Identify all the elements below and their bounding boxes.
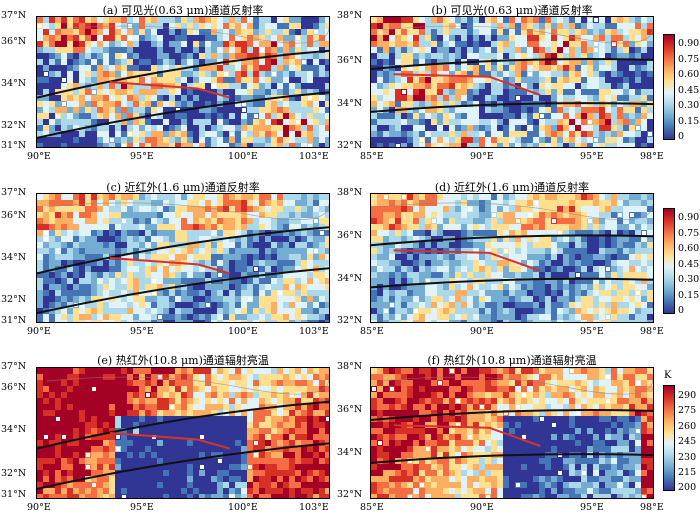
panel-a-lat-36: 36°N xyxy=(1,36,27,47)
panel-f-svg xyxy=(371,368,653,498)
colorbar-3-tick: 260 xyxy=(678,421,697,432)
colorbar-1-tick: 0.15 xyxy=(678,116,700,127)
panel-c-lat-32: 32°N xyxy=(1,294,27,305)
panel-f-lon-85: 85°E xyxy=(360,502,384,513)
panel-d-map xyxy=(370,193,654,323)
panel-b-lat-36: 36°N xyxy=(337,55,363,66)
panel-f-lat-32: 32°N xyxy=(337,489,363,500)
colorbar-1-tick: 0.45 xyxy=(678,85,700,96)
colorbar-3-tick: 230 xyxy=(678,452,697,463)
panel-b-lat-38: 38°N xyxy=(337,10,363,21)
colorbar-3 xyxy=(663,385,675,491)
panel-f-lat-34: 34°N xyxy=(337,447,363,458)
panel-e-lat-32: 32°N xyxy=(1,468,27,479)
panel-d-lon-95: 95°E xyxy=(580,326,604,337)
panel-a-lon-100: 100°E xyxy=(228,151,258,162)
colorbar-1-tick: 0 xyxy=(678,131,685,142)
panel-c-svg xyxy=(37,194,329,322)
panel-a-lat-37: 37°N xyxy=(1,10,27,21)
panel-f-lat-38: 38°N xyxy=(337,361,363,372)
colorbar-2-tick: 0.45 xyxy=(678,259,700,270)
panel-a-lon-95: 95°E xyxy=(130,151,154,162)
panel-e-lat-36: 36°N xyxy=(1,382,27,393)
panel-a-lat-31: 31°N xyxy=(1,140,27,151)
colorbar-2-tick: 0.90 xyxy=(678,212,700,223)
panel-c-lon-103: 103°E xyxy=(299,326,329,337)
colorbar-2-tick: 0 xyxy=(678,305,685,316)
colorbar-2 xyxy=(663,208,675,314)
panel-e-title: (e) 热红外(10.8 μm)通道辐射亮温 xyxy=(97,354,269,367)
panel-b-lon-90: 90°E xyxy=(470,151,494,162)
panel-c-lon-90: 90°E xyxy=(27,326,51,337)
panel-e-lon-103: 103°E xyxy=(299,502,329,513)
panel-f-title: (f) 热红外(10.8 μm)通道辐射亮温 xyxy=(427,354,597,367)
colorbar-1-tick: 0.90 xyxy=(678,38,700,49)
panel-a-lon-103: 103°E xyxy=(299,151,329,162)
panel-b-lat-32: 32°N xyxy=(337,140,363,151)
panel-d-lon-85: 85°E xyxy=(360,326,384,337)
colorbar-3-tick: 275 xyxy=(678,405,697,416)
panel-b-map xyxy=(370,16,654,148)
panel-a-map xyxy=(36,16,330,148)
panel-c-lat-31: 31°N xyxy=(1,315,27,326)
panel-e-lat-34: 34°N xyxy=(1,424,27,435)
colorbar-2-tick: 0.60 xyxy=(678,243,700,254)
panel-e-lat-37: 37°N xyxy=(1,361,27,372)
panel-e-svg xyxy=(37,368,329,498)
panel-d-lat-34: 34°N xyxy=(337,273,363,284)
panel-f-lat-36: 36°N xyxy=(337,404,363,415)
panel-c-lat-36: 36°N xyxy=(1,210,27,221)
panel-f-lon-95: 95°E xyxy=(580,502,604,513)
colorbar-1-tick: 0.60 xyxy=(678,69,700,80)
colorbar-1-tick: 0.30 xyxy=(678,100,700,111)
panel-e-lon-90: 90°E xyxy=(27,502,51,513)
panel-c-lat-37: 37°N xyxy=(1,187,27,198)
panel-b-lon-95: 95°E xyxy=(580,151,604,162)
panel-f-lon-98: 98°E xyxy=(640,502,664,513)
colorbar-3-tick: 290 xyxy=(678,390,697,401)
panel-b-lon-85: 85°E xyxy=(360,151,384,162)
panel-a-lat-34: 34°N xyxy=(1,78,27,89)
panel-c-lon-100: 100°E xyxy=(228,326,258,337)
panel-c-lat-34: 34°N xyxy=(1,252,27,263)
colorbar-2-tick: 0.30 xyxy=(678,274,700,285)
panel-a-lat-32: 32°N xyxy=(1,120,27,131)
colorbar-1-tick: 0.75 xyxy=(678,54,700,65)
panel-d-title: (d) 近红外(1.6 μm)通道反射率 xyxy=(434,181,590,194)
colorbar-3-unit: K xyxy=(664,370,672,381)
panel-b-title: (b) 可见光(0.63 μm)通道反射率 xyxy=(431,4,593,17)
colorbar-1 xyxy=(663,34,675,140)
panel-c-map xyxy=(36,193,330,323)
panel-f-lon-90: 90°E xyxy=(470,502,494,513)
panel-e-lat-31: 31°N xyxy=(1,489,27,500)
panel-a-title: (a) 可见光(0.63 μm)通道反射率 xyxy=(102,4,264,17)
panel-c-lon-95: 95°E xyxy=(130,326,154,337)
panel-d-lat-32: 32°N xyxy=(337,315,363,326)
panel-e-lon-95: 95°E xyxy=(130,502,154,513)
panel-c-title: (c) 近红外(1.6 μm)通道反射率 xyxy=(106,181,260,194)
panel-d-svg xyxy=(371,194,653,322)
panel-e-lon-100: 100°E xyxy=(228,502,258,513)
colorbar-3-tick: 200 xyxy=(678,482,697,493)
panel-f-map xyxy=(370,367,654,499)
panel-b-svg xyxy=(371,17,653,147)
panel-b-lat-34: 34°N xyxy=(337,98,363,109)
panel-a-svg xyxy=(37,17,329,147)
panel-b-lon-98: 98°E xyxy=(640,151,664,162)
panel-e-map xyxy=(36,367,330,499)
panel-d-lat-38: 38°N xyxy=(337,187,363,198)
colorbar-3-tick: 245 xyxy=(678,436,697,447)
colorbar-2-tick: 0.75 xyxy=(678,228,700,239)
colorbar-3-tick: 215 xyxy=(678,467,697,478)
panel-a-lon-90: 90°E xyxy=(27,151,51,162)
panel-d-lon-90: 90°E xyxy=(470,326,494,337)
panel-d-lat-36: 36°N xyxy=(337,230,363,241)
colorbar-2-tick: 0.15 xyxy=(678,290,700,301)
panel-d-lon-98: 98°E xyxy=(640,326,664,337)
